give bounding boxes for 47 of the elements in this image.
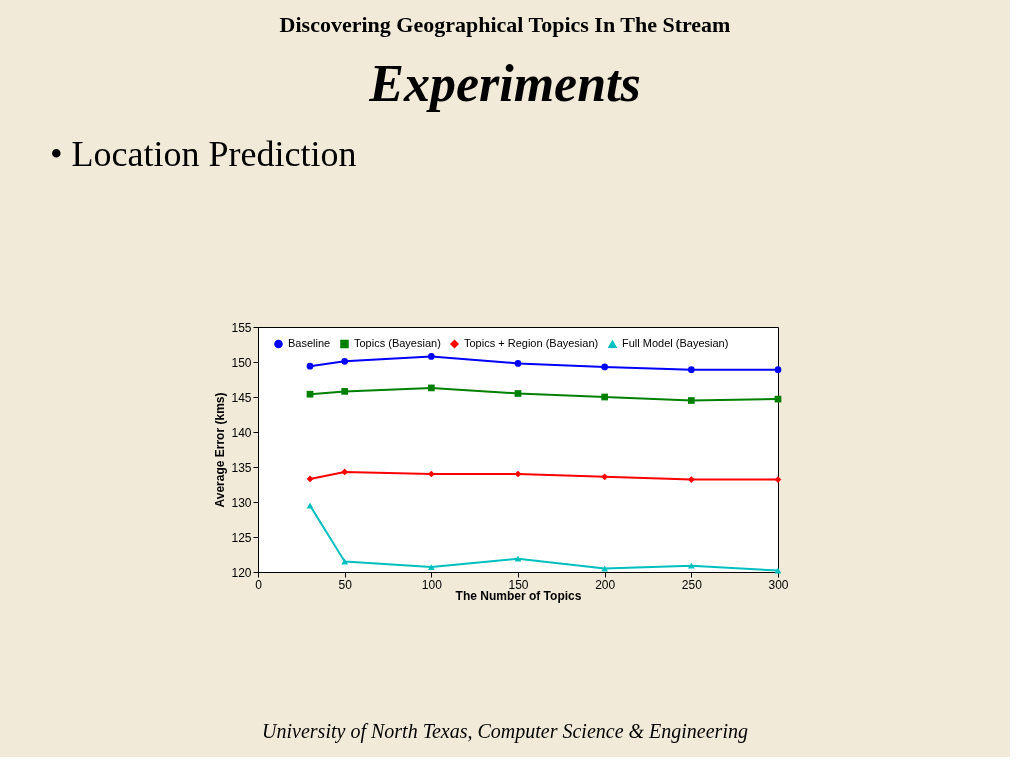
- x-tick-label: 100: [421, 577, 443, 592]
- point: [341, 468, 349, 476]
- point: [774, 366, 782, 374]
- x-tick-label: 300: [768, 577, 789, 592]
- point: [687, 476, 695, 483]
- point: [306, 362, 314, 370]
- chart-title: Experiments: [368, 55, 641, 112]
- y-tick-label: 150: [231, 355, 252, 370]
- point: [514, 470, 522, 478]
- y-tick-label: 145: [231, 390, 252, 405]
- x-tick-label: 50: [338, 577, 353, 592]
- point: [601, 393, 609, 401]
- y-axis-title: Average Error (kms): [213, 392, 228, 508]
- y-tick-label: 135: [231, 460, 252, 475]
- point: [306, 502, 314, 509]
- point: [514, 555, 522, 562]
- y-tick-label: 125: [231, 530, 252, 545]
- x-tick-label: 0: [255, 577, 263, 592]
- y-tick-label: 120: [231, 565, 252, 580]
- x-tick-label: 200: [595, 577, 616, 592]
- y-tick-label: 130: [231, 495, 252, 510]
- point: [601, 363, 609, 371]
- chart-subtitle: • Location Prediction: [50, 134, 357, 174]
- point: [687, 562, 695, 569]
- text: Discovering Geographical Topics In The Stream: [279, 12, 731, 37]
- legend-label: Full Model (Bayesian): [622, 337, 729, 350]
- legend-label: Baseline: [288, 336, 331, 349]
- point: [427, 353, 435, 360]
- point: [341, 388, 349, 395]
- point: [427, 564, 435, 571]
- point: [306, 390, 314, 398]
- text: University of North Texas, Computer Science & Engineering: [262, 720, 748, 743]
- point: [774, 567, 782, 574]
- point: [427, 470, 435, 478]
- x-tick-label: 250: [681, 577, 703, 592]
- point: [514, 390, 522, 397]
- y-tick-label: 140: [231, 425, 252, 440]
- legend-label: Topics + Region (Bayesian): [464, 336, 599, 349]
- point: [601, 473, 609, 481]
- y-tick-label: 155: [231, 320, 252, 335]
- point: [427, 384, 435, 392]
- point: [341, 357, 349, 365]
- point: [687, 397, 695, 404]
- point: [514, 360, 522, 367]
- point: [306, 475, 314, 483]
- point: [687, 366, 695, 374]
- legend-label: Topics (Bayesian): [354, 336, 441, 349]
